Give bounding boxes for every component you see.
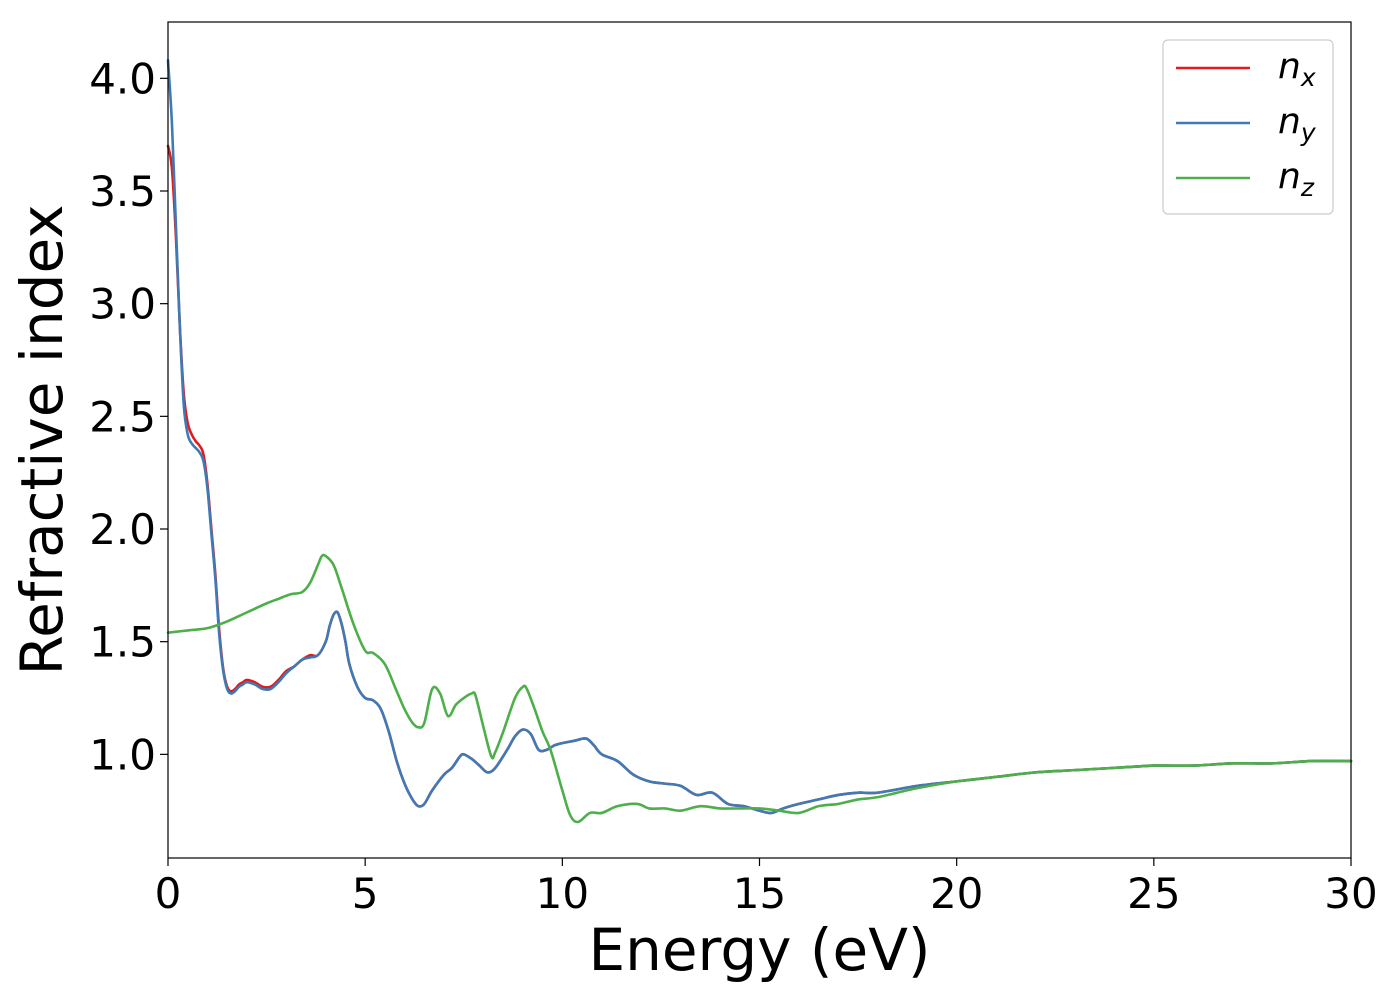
series-line-n-y (166, 59, 1353, 815)
x-tick-label: 30 (1324, 869, 1377, 918)
x-tick-label: 25 (1127, 869, 1180, 918)
y-tick-label: 2.5 (89, 392, 156, 441)
y-tick-label: 2.0 (89, 505, 156, 554)
y-axis-label: Refractive index (8, 204, 76, 675)
y-axis: 1.0 1.5 2.0 2.5 3.0 3.5 4.0 (89, 54, 168, 779)
y-tick-label: 3.5 (89, 167, 156, 216)
x-tick-label: 0 (155, 869, 182, 918)
x-tick-label: 10 (536, 869, 589, 918)
series-line-n-z (166, 553, 1353, 824)
y-tick-label: 1.0 (89, 730, 156, 779)
x-tick-label: 5 (352, 869, 379, 918)
y-tick-label: 1.5 (89, 618, 156, 667)
legend-label-y: ny (1278, 101, 1317, 147)
legend: nx ny nz (1162, 39, 1334, 215)
series-layer (166, 59, 1353, 824)
x-tick-label: 20 (930, 869, 983, 918)
plot-background (168, 22, 1351, 858)
legend-label-z: nz (1278, 156, 1315, 202)
legend-label-x: nx (1278, 46, 1316, 92)
x-tick-label: 15 (733, 869, 786, 918)
legend-box (1162, 39, 1334, 215)
y-tick-label: 4.0 (89, 54, 156, 103)
x-axis-label: Energy (eV) (588, 916, 930, 984)
y-tick-label: 3.0 (89, 280, 156, 329)
x-axis: 0 5 10 15 20 25 30 (155, 858, 1378, 918)
